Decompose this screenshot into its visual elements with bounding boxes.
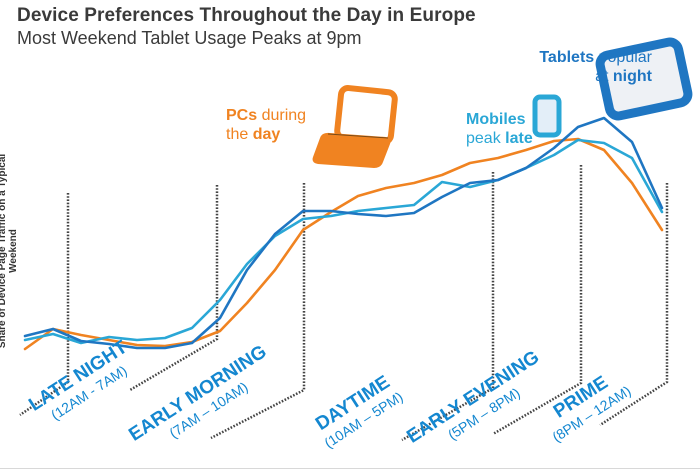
bottom-divider [0,468,700,469]
series-mobiles-line [23,138,664,345]
series-pcs-line [23,137,664,351]
mobiles-text: peak [466,130,506,147]
pcs-bold-label-2: day [252,126,281,143]
separator-late-night [19,193,70,417]
separator-daytime [401,172,495,442]
separator-early-morning-end [210,183,306,440]
series-tablets-line [23,116,664,350]
tablets-bold-label: Tablets [539,49,595,66]
laptop-icon [312,85,398,168]
tablets-text: popular [594,49,652,66]
tablets-bold-label-2: night [612,68,652,85]
chart-title: Device Preferences Throughout the Day in… [17,5,476,26]
chart-subtitle: Most Weekend Tablet Usage Peaks at 9pm [17,28,362,48]
phone-icon [532,94,562,138]
pcs-annotation: PCs during the day [226,106,306,144]
tablet-icon [595,37,693,121]
mobiles-bold-label: Mobiles [466,111,526,128]
separator-early-evening [492,165,583,436]
separator-prime [599,183,669,427]
separator-early-morning [129,185,219,392]
pcs-bold-label: PCs [226,107,258,124]
period-separators [19,165,669,442]
mobiles-bold-label-2: late [505,130,533,147]
pcs-text-2: the [226,126,253,143]
pcs-text: during [257,107,307,124]
tablets-text-2: at [595,68,613,85]
mobiles-annotation: Mobiles peak late [466,110,533,148]
tablets-annotation: Tablets popular at night [480,48,652,86]
